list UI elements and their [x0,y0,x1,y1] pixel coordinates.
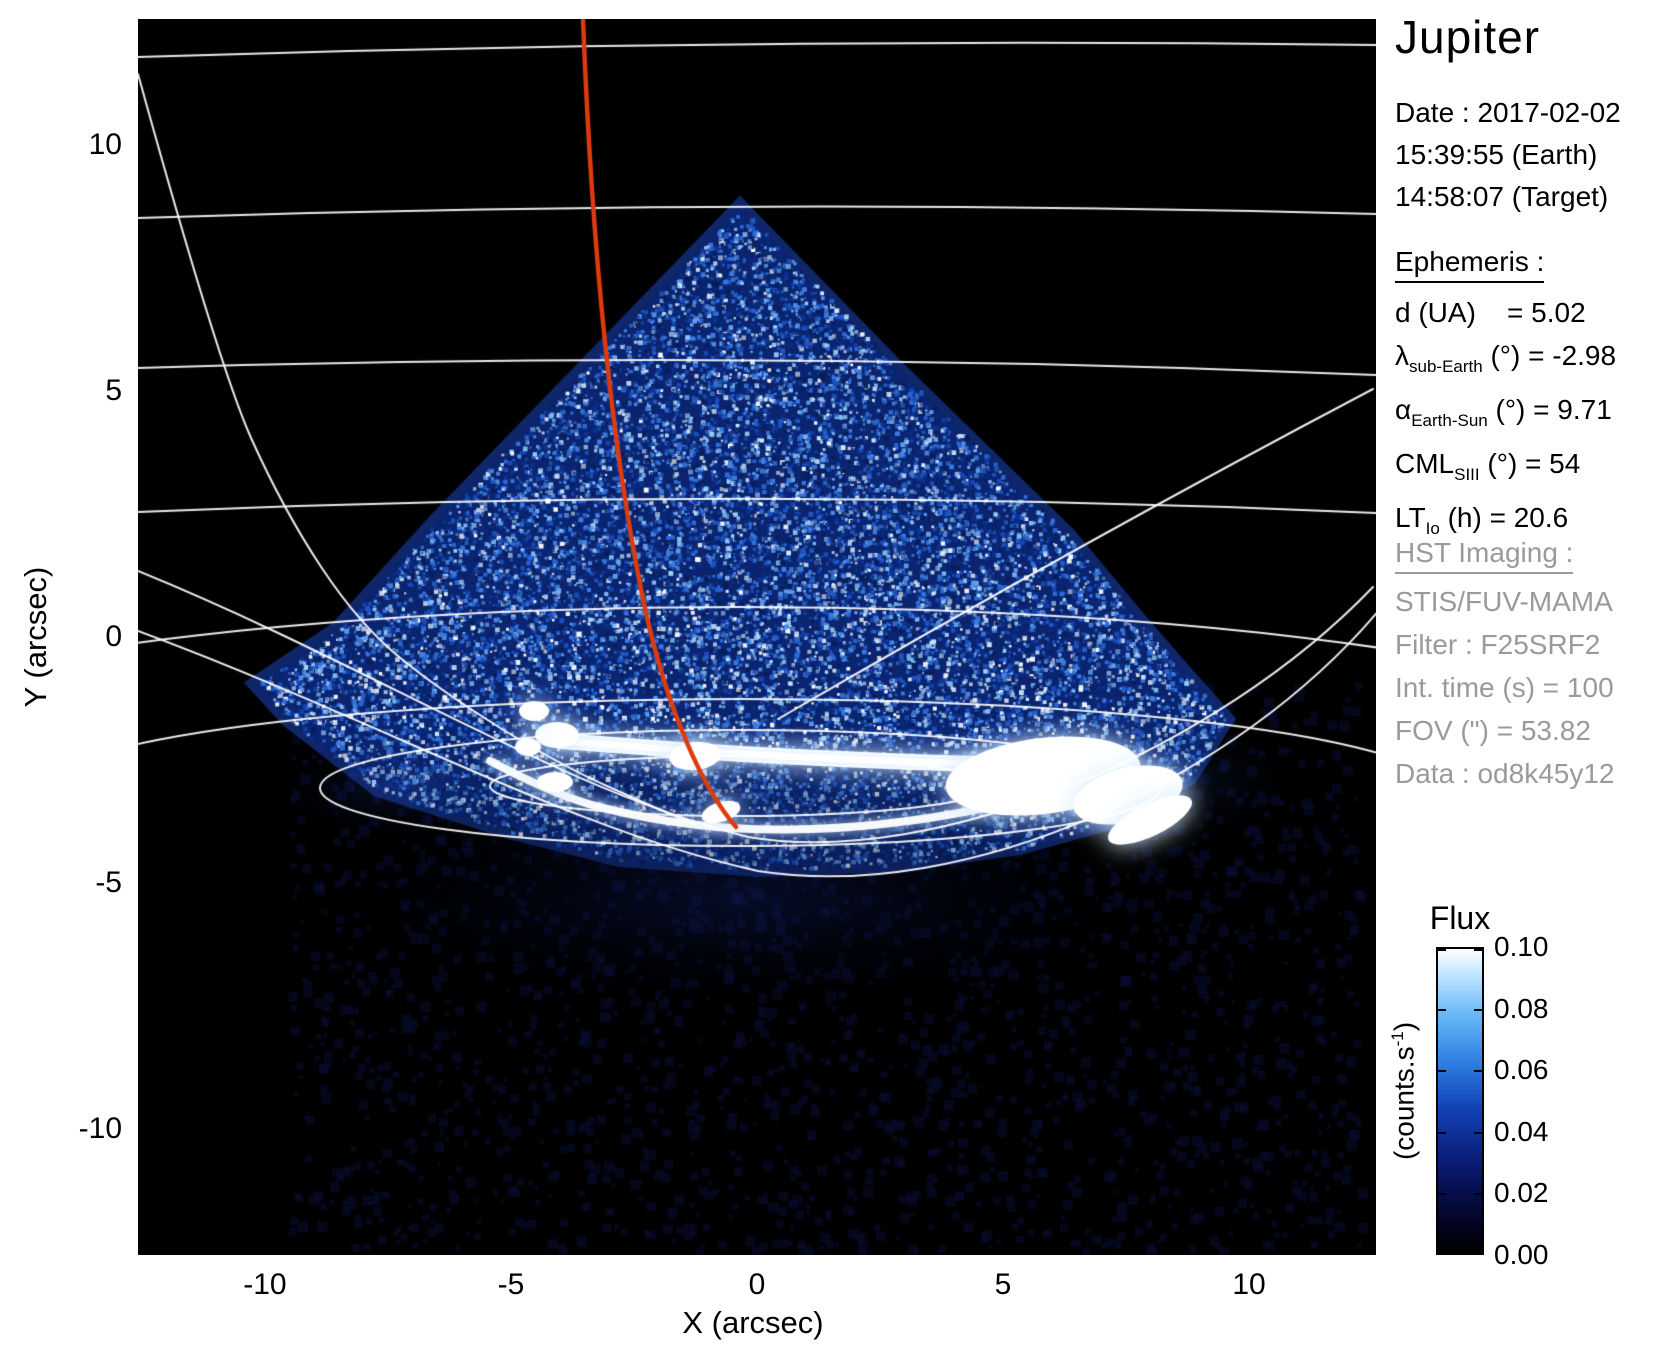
hst-line: STIS/FUV-MAMA [1395,586,1613,617]
obs-time-target: 14:58:07 (Target) [1395,181,1609,212]
ephemeris-heading: Ephemeris : [1395,246,1545,283]
ephemeris-row: LTIo (h) = 20.6 [1395,502,1569,538]
ephemeris-row: CMLSIII (°) = 54 [1395,448,1581,484]
colorbar-tick-mark [1474,1070,1482,1073]
ephemeris-rows: d (UA) = 5.02 λsub-Earth (°) = -2.98 αEart… [1395,291,1616,550]
hst-line: Filter : F25SRF2 [1395,629,1601,660]
colorbar-tick-mark [1474,1008,1482,1011]
obs-date: Date : 2017-02-02 [1395,97,1621,128]
x-tick-label: 10 [1232,1268,1266,1301]
colorbar-tick-mark [1474,1193,1482,1196]
ephemeris-row: λsub-Earth (°) = -2.98 [1395,340,1617,376]
y-tick-label: -10 [78,1112,122,1146]
hst-line: FOV (") = 53.82 [1395,715,1591,746]
hst-imaging-block: HST Imaging : STIS/FUV-MAMA Filter : F25S… [1395,537,1615,795]
x-tick-label: 0 [748,1268,766,1301]
page-title: Jupiter [1395,11,1541,63]
colorbar-tick-label: 0.08 [1494,992,1549,1024]
x-tick-label: -10 [243,1268,287,1301]
colorbar-tick-mark [1474,949,1482,951]
colorbar-tick-mark [1438,1070,1446,1073]
jupiter-fuv-image-canvas [138,19,1376,1255]
hst-heading: HST Imaging : [1395,537,1574,574]
colorbar-unit-sup: -1 [1388,1031,1407,1047]
colorbar-tick-mark [1438,1131,1446,1134]
obs-time-earth: 15:39:55 (Earth) [1395,139,1598,170]
hst-line: Int. time (s) = 100 [1395,672,1614,703]
colorbar-tick-label: 0.10 [1494,931,1549,962]
plot-area [138,19,1376,1255]
colorbar-tick-label: 0.04 [1494,1115,1549,1147]
colorbar-tick-mark [1438,1008,1446,1011]
colorbar-title: Flux [1429,900,1491,936]
observation-block: Date : 2017-02-02 15:39:55 (Earth) 14:58… [1395,92,1621,218]
colorbar [1436,947,1484,1255]
y-tick-label: 0 [105,620,122,653]
x-tick-label: 5 [994,1268,1012,1301]
ephemeris-row: d (UA) = 5.02 [1395,297,1586,328]
x-tick-label: -5 [497,1268,525,1301]
colorbar-tick-mark [1438,949,1446,951]
colorbar-unit-post: ) [1388,1021,1420,1032]
colorbar-tick-label: 0.02 [1494,1177,1549,1209]
colorbar-tick-mark [1474,1251,1482,1253]
y-tick-label: 5 [105,373,122,407]
y-tick-label: 10 [88,127,122,161]
ephemeris-row: αEarth-Sun (°) = 9.71 [1395,394,1612,430]
colorbar-tick-label: 0.00 [1494,1239,1549,1270]
colorbar-tick-mark [1438,1193,1446,1196]
y-axis-label: Y (arcsec) [18,566,53,708]
hst-line: Data : od8k45y12 [1395,758,1615,789]
hst-lines: STIS/FUV-MAMA Filter : F25SRF2 Int. time (… [1395,580,1615,795]
colorbar-tick-label: 0.06 [1494,1054,1549,1086]
colorbar-tick-mark [1474,1131,1482,1134]
y-tick-label: -5 [95,866,122,900]
x-axis-label: X (arcsec) [682,1305,824,1340]
colorbar-tick-mark [1438,1251,1446,1253]
colorbar-unit-label: (counts.s-1) [1388,941,1424,1241]
colorbar-unit-pre: (counts.s [1388,1046,1420,1161]
ephemeris-block: Ephemeris : d (UA) = 5.02 λsub-Earth (°) … [1395,246,1616,550]
